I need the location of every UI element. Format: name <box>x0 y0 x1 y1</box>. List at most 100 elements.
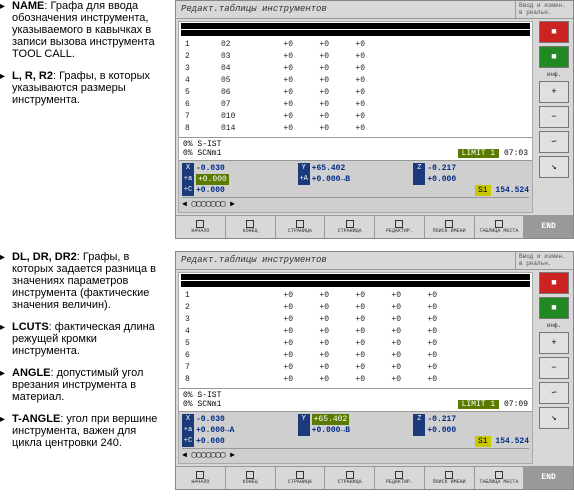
table-row[interactable]: 8014+0+0+0 <box>183 123 528 135</box>
side-btn-wave[interactable]: ∽ <box>539 131 569 153</box>
table-cell: +0 <box>401 314 437 326</box>
coord-panel: X-0.030Y+65.402Z-0.217+a+0.000+A+0.000→B… <box>179 160 532 212</box>
footer-btn-7[interactable]: END <box>524 216 573 238</box>
table-cell: +0 <box>293 123 329 135</box>
footer-btn-1[interactable]: КОНЕЦ <box>226 467 276 489</box>
table-row[interactable]: 102+0+0+0 <box>183 39 528 51</box>
table-cell: +0 <box>293 374 329 386</box>
coord-val: +0.000 <box>196 185 225 196</box>
coord-slider[interactable]: ◀ ▢▢▢▢▢▢▢ ▶ <box>182 197 529 210</box>
table-row[interactable]: 7+0+0+0+0+0 <box>183 362 528 374</box>
side-btn-minus[interactable]: − <box>539 106 569 128</box>
footer-btn-7[interactable]: END <box>524 467 573 489</box>
screen-col-2: Редакт.таблицы инструментов Ввод и измен… <box>175 251 574 490</box>
coord-val-hl: +65.402 <box>312 414 350 425</box>
footer-btn-0[interactable]: НАЧАЛО <box>176 216 226 238</box>
footer-icon <box>495 220 503 228</box>
doc-item: T-ANGLE: угол при вершине инструмента, в… <box>0 413 167 449</box>
cnc-screen: Редакт.таблицы инструментов Ввод и измен… <box>175 0 574 239</box>
table-cell: 06 <box>221 87 257 99</box>
footer-btn-4[interactable]: РЕДАКТИР. <box>375 467 425 489</box>
footer-btn-6[interactable]: ТАБЛИЦА МЕСТА <box>475 467 525 489</box>
screen-mode: Ввод и измен. в реальн. <box>515 1 573 18</box>
table-cell: +0 <box>401 302 437 314</box>
side-btn-wave[interactable]: ∽ <box>539 382 569 404</box>
footer-btn-0[interactable]: НАЧАЛО <box>176 467 226 489</box>
status-limit: LIMIT 1 <box>458 149 500 158</box>
table-row[interactable]: 506+0+0+0 <box>183 87 528 99</box>
table-cell <box>221 326 257 338</box>
coord-axis: +C <box>182 185 194 196</box>
screen-title: Редакт.таблицы инструментов <box>176 252 515 269</box>
table-row[interactable]: 6+0+0+0+0+0 <box>183 350 528 362</box>
text-col-1: NAME: Графа для ввода обозначения инстру… <box>0 0 175 116</box>
table-cell: +0 <box>401 374 437 386</box>
footer-btn-2[interactable]: СТРАНИЦА <box>276 216 326 238</box>
screen-header: Редакт.таблицы инструментов Ввод и измен… <box>176 1 573 19</box>
table-cell: 2 <box>185 51 221 63</box>
doc-label: ANGLE <box>12 367 51 379</box>
table-cell: +0 <box>329 51 365 63</box>
footer-icon <box>346 220 354 228</box>
table-row[interactable]: 1+0+0+0+0+0 <box>183 290 528 302</box>
coord-axis <box>413 174 425 185</box>
table-cell <box>221 338 257 350</box>
table-row[interactable]: 3+0+0+0+0+0 <box>183 314 528 326</box>
coord-axis: Z <box>413 414 425 425</box>
coord-axis <box>413 425 425 436</box>
side-btn-minus[interactable]: − <box>539 357 569 379</box>
table-cell: +0 <box>329 39 365 51</box>
table-row[interactable]: 607+0+0+0 <box>183 99 528 111</box>
footer-icon <box>296 471 304 479</box>
status-time: 07:09 <box>504 400 528 409</box>
footer-btn-5[interactable]: ПОИСК ИМЕНИ <box>425 216 475 238</box>
doc-item: NAME: Графа для ввода обозначения инстру… <box>0 0 167 60</box>
side-panel: ■ ■ инф. + − ∽ ↘ <box>535 19 573 215</box>
side-btn-go[interactable]: ■ <box>539 297 569 319</box>
footer-btn-1[interactable]: КОНЕЦ <box>226 216 276 238</box>
footer-icon <box>445 471 453 479</box>
table-cell <box>221 302 257 314</box>
table-row[interactable]: 304+0+0+0 <box>183 63 528 75</box>
side-btn-go[interactable]: ■ <box>539 46 569 68</box>
coord-slider[interactable]: ◀ ▢▢▢▢▢▢▢ ▶ <box>182 448 529 461</box>
table-cell: +0 <box>365 338 401 350</box>
table-row[interactable]: 8+0+0+0+0+0 <box>183 374 528 386</box>
table-cell <box>221 362 257 374</box>
side-btn-stop[interactable]: ■ <box>539 21 569 43</box>
side-btn-plus[interactable]: + <box>539 81 569 103</box>
table-cell: +0 <box>293 314 329 326</box>
table-cell: +0 <box>365 302 401 314</box>
doc-label: DL, DR, DR2 <box>12 251 77 263</box>
table-cell: +0 <box>329 87 365 99</box>
table-cell: +0 <box>293 111 329 123</box>
table-cell: +0 <box>293 39 329 51</box>
footer-btn-3[interactable]: СТРАНИЦА <box>325 216 375 238</box>
coord-row: X-0.030Y+65.402Z-0.217 <box>182 414 529 425</box>
table-row[interactable]: 7010+0+0+0 <box>183 111 528 123</box>
table-row[interactable]: 4+0+0+0+0+0 <box>183 326 528 338</box>
screen-main: 1+0+0+0+0+02+0+0+0+0+03+0+0+0+0+04+0+0+0… <box>178 272 533 464</box>
s-value: 154.524 <box>495 436 529 447</box>
table-row[interactable]: 5+0+0+0+0+0 <box>183 338 528 350</box>
footer-icon <box>296 220 304 228</box>
table-cell: 8 <box>185 123 221 135</box>
side-btn-plus[interactable]: + <box>539 332 569 354</box>
s-value: 154.524 <box>495 185 529 196</box>
table-row[interactable]: 405+0+0+0 <box>183 75 528 87</box>
footer-btn-2[interactable]: СТРАНИЦА <box>276 467 326 489</box>
doc-item: ANGLE: допустимый угол врезания инструме… <box>0 367 167 403</box>
status-pct: 0% SCNm1 <box>183 400 221 409</box>
footer-btn-6[interactable]: ТАБЛИЦА МЕСТА <box>475 216 525 238</box>
side-btn-arrow[interactable]: ↘ <box>539 156 569 178</box>
side-btn-arrow[interactable]: ↘ <box>539 407 569 429</box>
side-btn-stop[interactable]: ■ <box>539 272 569 294</box>
footer-btn-4[interactable]: РЕДАКТИР. <box>375 216 425 238</box>
footer-btn-5[interactable]: ПОИСК ИМЕНИ <box>425 467 475 489</box>
table-cell: 6 <box>185 350 221 362</box>
coord-axis: +a <box>182 425 194 436</box>
footer-btn-3[interactable]: СТРАНИЦА <box>325 467 375 489</box>
table-row[interactable]: 203+0+0+0 <box>183 51 528 63</box>
table-row[interactable]: 2+0+0+0+0+0 <box>183 302 528 314</box>
table-cell: 010 <box>221 111 257 123</box>
